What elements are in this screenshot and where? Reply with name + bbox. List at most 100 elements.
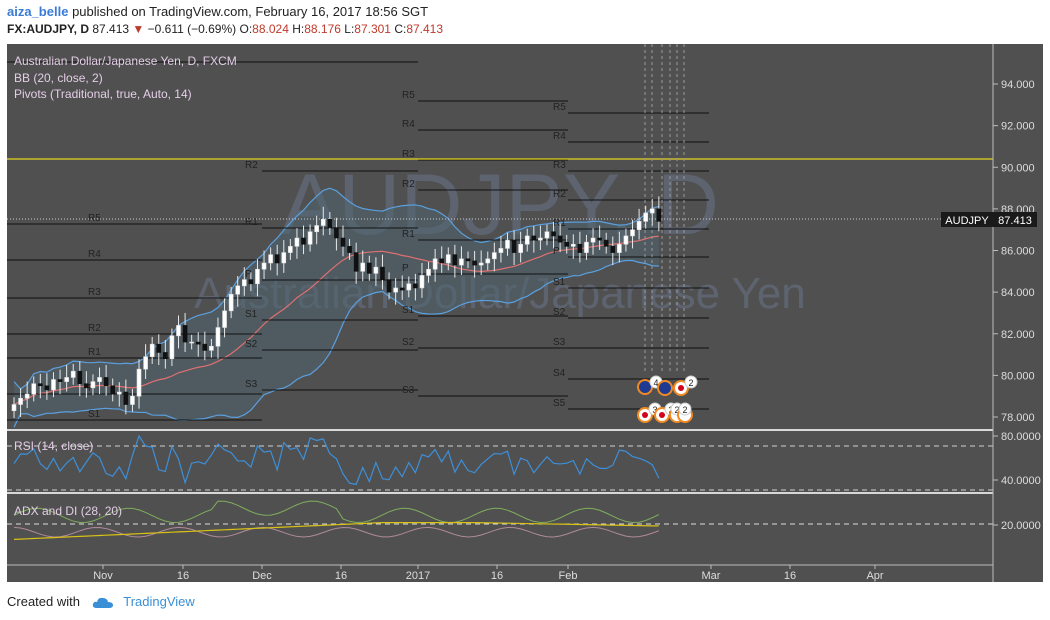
candle [195,332,201,357]
pane-separator[interactable] [7,492,993,494]
event-jp-icon[interactable]: 2 [673,375,698,396]
pivot-label: S1 [553,277,566,288]
price-axis-label: 94.000 [1001,79,1035,91]
footer: Created with TradingView [7,594,195,610]
candle [413,273,418,301]
price-axis[interactable]: 94.00092.00090.00088.00086.00084.00082.0… [993,79,1035,424]
pivot-label: S3 [553,337,566,348]
pivot-label: R3 [553,160,566,171]
adx-pane[interactable] [7,500,993,540]
pivot-label: R2 [553,189,566,200]
candle [617,231,622,263]
legend-bb[interactable]: BB (20, close, 2) [14,71,103,85]
candle [202,331,208,361]
candle [281,240,287,273]
event-count: 3 [652,405,657,415]
high-label: H: [292,22,305,36]
candle [353,242,359,284]
open-value: 88.024 [252,22,289,36]
candle [235,275,241,307]
pivot-label: S2 [402,337,415,348]
pivot-levels: R5 R4 R3 R2 R1 P S1 R2 R1 P S1 S2 S3 R5 R4 R3 R2 R1 P S1 S2 S… [7,61,709,421]
price-axis-label: 86.000 [1001,246,1035,258]
pane-separator[interactable] [7,429,993,431]
author-link[interactable]: aiza_belle [7,4,69,19]
legend-title[interactable]: Australian Dollar/Japanese Yen, D, FXCM [14,54,237,68]
pivot-label: P [245,269,252,280]
pivot-label: R1 [245,217,258,228]
chart-canvas[interactable]: AUDJPY, D Australian Dollar/Japanese Yen… [0,44,1050,584]
pivot-label: R5 [553,102,566,113]
candle [538,225,543,250]
candle [301,225,306,255]
current-price-tag: AUDJPY 87.413 [941,212,1037,227]
candle [314,215,319,245]
candle [130,388,135,412]
price-tag-value: 87.413 [998,215,1032,227]
candle [143,344,148,380]
candle [77,361,83,397]
pivot-label: R4 [553,131,566,142]
last-price: 87.413 [92,22,130,36]
candle [636,208,642,240]
price-tag-symbol: AUDJPY [945,215,989,227]
candle [123,379,129,415]
adx-axis[interactable]: 20.0000 [993,520,1041,532]
candle [518,231,523,263]
rsi-pane[interactable] [7,434,993,491]
event-jp-icon[interactable]: 2 [677,402,693,423]
price-axis-label: 78.000 [1001,412,1035,424]
candle [274,244,280,276]
pivot-label: R1 [402,229,415,240]
candle [18,388,23,417]
event-jp-icon[interactable]: 3 [637,402,662,423]
candle [472,251,477,278]
time-axis-label: 16 [177,570,189,582]
candle [419,262,425,298]
legend-rsi[interactable]: RSI (14, close) [14,439,93,453]
pivot-label: S2 [553,307,566,318]
candle [90,374,96,396]
tradingview-link[interactable]: TradingView [123,594,195,609]
publish-line: aiza_belle published on TradingView.com,… [7,4,428,19]
candle [478,250,484,275]
pivot-label: P [402,263,409,274]
candle [64,364,69,392]
time-axis-label: 16 [491,570,503,582]
legend-pivots[interactable]: Pivots (Traditional, true, Auto, 14) [14,87,192,101]
ohlc-line: FX:AUDJPY, D 87.413 ▼ −0.611 (−0.69%) O:… [7,22,443,36]
candle [511,230,517,266]
candle [255,259,260,297]
candle [156,334,162,365]
pivot-label: S5 [553,398,566,409]
candlestick-series[interactable] [11,196,662,419]
rsi-axis[interactable]: 80.0000 40.0000 [993,431,1041,487]
price-axis-label: 80.000 [1001,370,1035,382]
event-au-icon[interactable] [657,380,673,396]
bollinger-bands [13,187,659,428]
candle [189,334,194,350]
rsi-line [13,434,660,486]
candle [406,276,412,298]
bb-upper [13,187,659,390]
candle [432,248,438,282]
candle [399,275,405,300]
high-value: 88.176 [304,22,341,36]
candle [380,254,385,290]
close-label: C: [394,22,407,36]
candle [136,359,142,409]
candle [656,196,662,232]
candle [564,234,570,254]
time-axis-label: Nov [93,570,113,582]
economic-events[interactable]: 4 2 3 2 2 2 [637,375,698,423]
candle [97,367,102,395]
pivot-label: R4 [402,119,415,130]
candle [643,205,648,229]
plus-di-line [13,500,660,524]
close-value: 87.413 [406,22,444,36]
candle [307,224,313,252]
time-axis[interactable]: Nov 16 Dec 16 2017 16 Feb Mar 16 Apr [93,565,884,582]
candle [465,251,471,269]
legend-adx[interactable]: ADX and DI (28, 20) [14,504,122,518]
pivot-label: R2 [402,179,415,190]
